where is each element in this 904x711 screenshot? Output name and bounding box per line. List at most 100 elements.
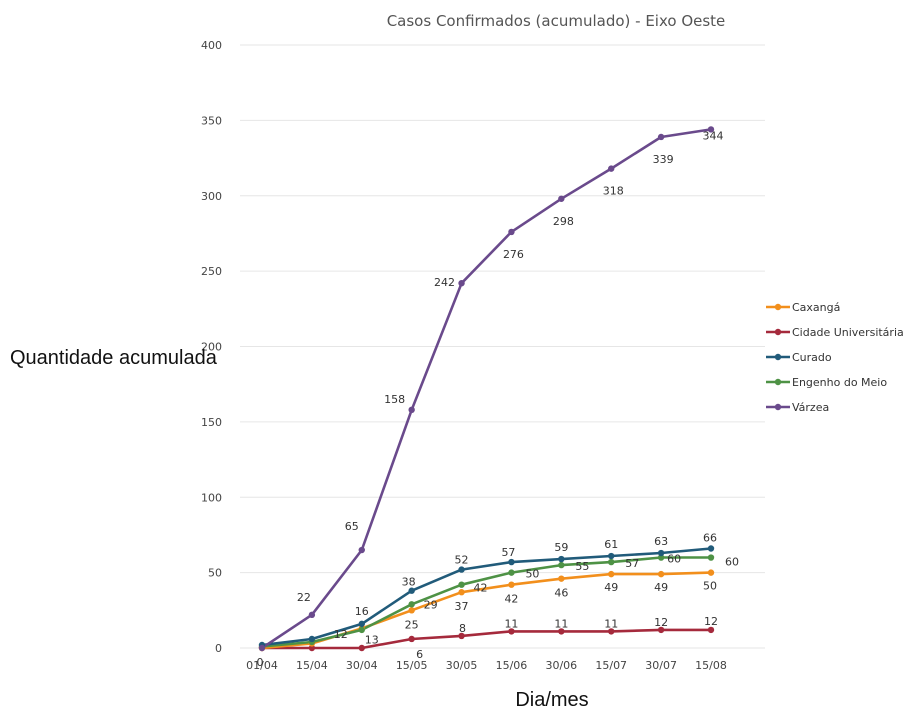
data-point [508,628,515,635]
data-label: 29 [424,598,438,611]
legend-item[interactable]: Curado [766,351,832,364]
data-point [558,561,565,569]
data-label: 60 [725,556,739,569]
data-point [308,644,316,652]
data-point [608,165,615,172]
data-label: 61 [604,538,618,551]
data-point [707,554,715,561]
data-point [608,628,615,635]
data-label: 158 [384,393,405,406]
data-label: 16 [355,605,369,618]
data-label: 37 [455,600,469,613]
legend-label: Várzea [792,401,829,414]
x-tick-label: 15/06 [496,659,528,672]
data-label: 63 [654,535,668,548]
data-label: 38 [402,576,416,589]
data-label: 42 [504,593,518,606]
legend-label: Engenho do Meio [792,376,887,389]
data-point [707,626,715,634]
data-label: 339 [653,153,674,166]
series-line-1 [262,628,711,650]
data-label: 59 [554,541,568,554]
gridlines [240,44,765,649]
data-point [308,611,316,619]
x-tick-label: 30/06 [545,659,577,672]
x-tick-label: 30/07 [645,659,677,672]
data-label: 22 [297,591,311,604]
data-point [458,632,465,640]
legend-item[interactable]: Engenho do Meio [766,376,887,389]
legend-item[interactable]: Caxangá [766,301,840,314]
data-point [408,406,415,414]
data-label: 49 [604,581,618,594]
chart-title: Casos Confirmados (acumulado) - Eixo Oes… [387,12,726,30]
x-tick-label: 15/04 [296,659,328,672]
y-axis-title: Quantidade acumulada [10,347,218,369]
series-line-3 [261,556,711,648]
legend-item[interactable]: Cidade Universitária [766,326,904,339]
data-label: 11 [554,617,568,630]
data-label: 57 [501,546,515,559]
y-tick-label: 0 [215,642,222,655]
y-tick-label: 100 [201,491,222,504]
legend-label: Cidade Universitária [792,326,904,339]
x-tick-label: 01/04 [246,659,278,672]
legend-swatch-marker [774,353,782,361]
data-label: 42 [474,582,488,595]
data-point [308,635,316,643]
data-label: 318 [603,185,624,198]
data-point [458,589,465,596]
data-label: 12 [704,615,718,628]
data-point [458,566,465,573]
data-label: 50 [525,568,539,581]
data-label: 242 [434,276,455,289]
data-point [657,570,665,578]
data-label: 55 [575,560,589,573]
legend-label: Caxangá [792,301,840,314]
x-axis-title: Dia/mes [515,689,588,711]
data-label: 298 [553,215,574,228]
data-point [558,628,565,635]
legend-item[interactable]: Várzea [766,401,829,414]
y-tick-label: 150 [201,416,222,429]
data-label: 13 [365,633,379,646]
data-label: 0 [257,656,264,669]
legend-swatch-marker [774,403,782,411]
data-point [707,126,715,133]
data-point [657,626,665,634]
data-label: 46 [554,587,568,600]
x-tick-label: 15/08 [695,659,727,672]
data-point [358,620,365,628]
x-tick-label: 15/05 [396,659,428,672]
data-label: 12 [654,616,668,629]
data-point [657,549,665,557]
data-label: 65 [345,520,359,533]
data-point [657,554,665,561]
data-label: 8 [459,622,466,635]
y-tick-label: 400 [201,39,222,52]
legend-swatch-marker [774,303,782,311]
data-point [508,228,515,236]
y-tick-label: 300 [201,190,222,203]
series-line-2 [261,547,712,647]
data-label: 50 [703,580,717,593]
data-point [358,644,365,652]
data-point [258,644,266,652]
data-point [558,195,565,202]
data-label: 52 [455,554,469,567]
series-lines [261,128,712,650]
data-label: 66 [703,532,717,545]
data-label: 12 [334,628,348,641]
data-point [358,546,365,554]
data-point [408,635,415,643]
legend-label: Curado [792,351,832,364]
data-label: 60 [667,553,681,566]
data-label: 6 [416,648,423,661]
data-point [408,587,415,594]
data-point [707,569,715,576]
legend-swatch-marker [774,328,782,336]
data-point [508,558,515,566]
data-point [657,133,665,141]
